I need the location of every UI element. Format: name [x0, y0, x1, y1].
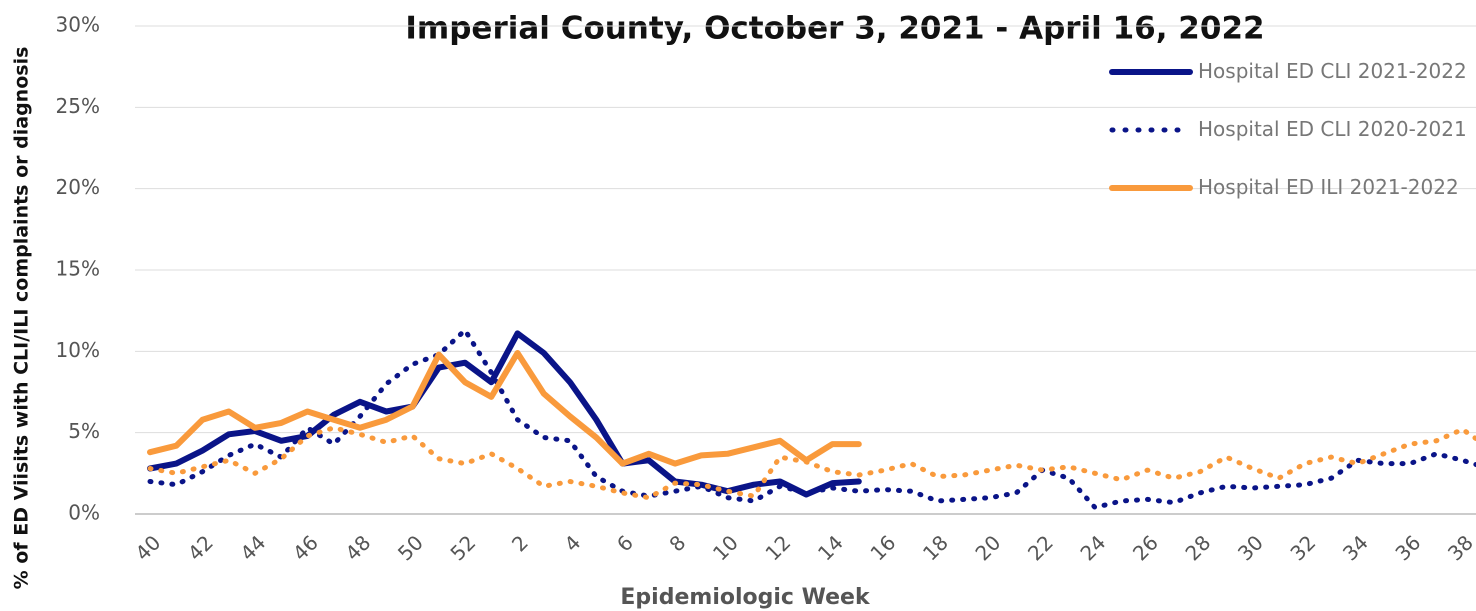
x-tick-label: 46 — [288, 530, 323, 565]
x-tick-label: 18 — [918, 530, 953, 565]
x-tick-label: 14 — [813, 530, 848, 565]
legend-entry: Hospital ED CLI 2021-2022 — [1198, 59, 1467, 83]
y-tick-label: 5% — [68, 419, 100, 443]
y-tick-label: 10% — [56, 338, 100, 362]
x-tick-label: 40 — [130, 530, 165, 565]
x-tick-label: 34 — [1338, 530, 1373, 565]
x-tick-label: 30 — [1233, 530, 1268, 565]
x-tick-label: 48 — [340, 530, 375, 565]
y-tick-label: 0% — [68, 501, 100, 525]
x-tick-label: 36 — [1390, 530, 1425, 565]
legend-entry: Hospital ED ILI 2021-2022 — [1198, 175, 1459, 199]
legend-entry: Hospital ED CLI 2020-2021 — [1198, 117, 1467, 141]
x-tick-label: 38 — [1443, 530, 1476, 565]
series-line — [147, 327, 1476, 510]
x-tick-label: 28 — [1180, 530, 1215, 565]
series-line — [147, 330, 862, 498]
x-tick-label: 16 — [865, 530, 900, 565]
x-tick-label: 2 — [507, 530, 533, 556]
x-tick-label: 12 — [760, 530, 795, 565]
y-tick-label: 30% — [56, 13, 100, 37]
x-tick-label: 44 — [235, 530, 270, 565]
x-tick-label: 22 — [1023, 530, 1058, 565]
x-axis-label: Epidemiologic Week — [620, 585, 871, 610]
x-tick-label: 20 — [970, 530, 1005, 565]
x-tick-label: 8 — [664, 530, 690, 556]
x-tick-label: 10 — [708, 530, 743, 565]
chart-title: Imperial County, October 3, 2021 - April… — [405, 11, 1264, 47]
y-tick-label: 20% — [56, 175, 100, 199]
y-tick-label: 15% — [56, 257, 100, 281]
y-tick-label: 25% — [56, 94, 100, 118]
x-tick-label: 52 — [445, 530, 480, 565]
x-tick-label: 32 — [1285, 530, 1320, 565]
x-tick-label: 26 — [1128, 530, 1163, 565]
series-line — [147, 425, 1476, 501]
x-tick-label: 4 — [559, 530, 585, 556]
x-tick-label: 24 — [1075, 530, 1110, 565]
x-tick-label: 6 — [612, 530, 638, 556]
x-tick-label: 50 — [393, 530, 428, 565]
y-axis-label: % of ED Viisits with CLI/ILI complaints … — [11, 47, 33, 590]
series-line — [147, 350, 862, 467]
x-tick-label: 42 — [183, 530, 218, 565]
